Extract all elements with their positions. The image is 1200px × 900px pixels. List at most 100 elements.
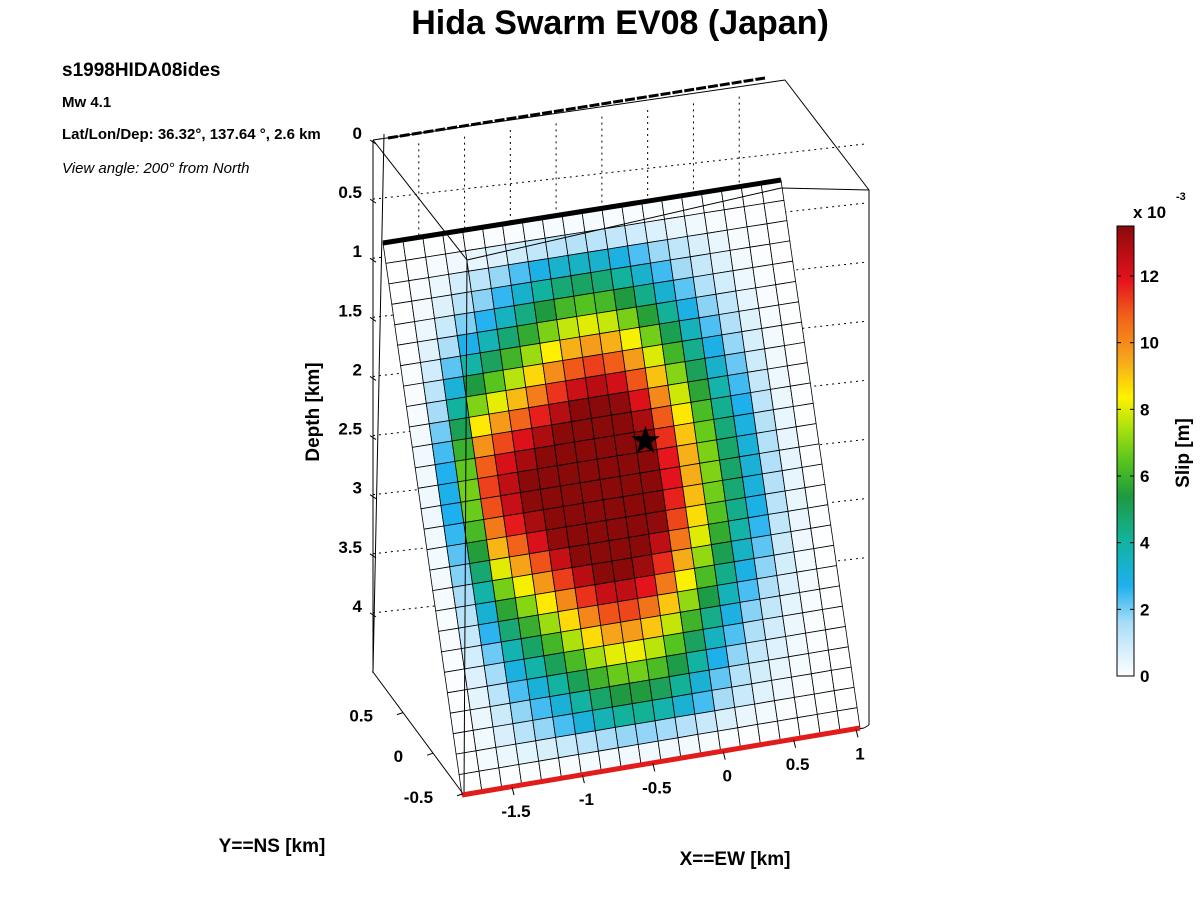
slip-cell	[537, 611, 562, 636]
slip-cell	[585, 519, 610, 545]
slip-cell	[514, 594, 539, 619]
slip-cell	[425, 253, 450, 279]
slip-cell	[731, 683, 756, 708]
depth-tick-mark	[369, 435, 377, 440]
slip-cell	[703, 209, 728, 234]
slip-cell	[457, 478, 482, 503]
slip-cell	[726, 226, 751, 251]
slip-cell	[712, 270, 737, 295]
slip-cell	[493, 305, 518, 330]
slip-cell	[553, 295, 578, 321]
slip-cell	[576, 312, 601, 338]
slip-cell	[650, 259, 674, 284]
slip-cell	[688, 669, 713, 695]
slip-cell	[471, 434, 496, 459]
ns-tick-mark	[456, 793, 464, 797]
slip-cell	[638, 323, 663, 349]
colorbar-ticks: 0 2 4 6 8 10 12	[1117, 267, 1159, 686]
slip-cell	[785, 632, 809, 658]
slip-cell	[539, 485, 564, 511]
slip-cell	[692, 273, 717, 298]
slip-cell	[648, 676, 673, 701]
ns-ticks: 0.5 0 -0.5	[349, 707, 464, 807]
slip-cell	[468, 413, 493, 439]
slip-cell	[600, 621, 624, 647]
slip-cell	[705, 500, 729, 525]
depth-tick-mark	[369, 198, 377, 204]
slip-cell	[801, 463, 826, 489]
ew-tick-label: -1	[579, 790, 594, 809]
depth-tick-mark	[369, 612, 377, 618]
slip-cell	[614, 723, 639, 749]
slip-cell	[479, 349, 504, 374]
fault-slip-grid	[382, 179, 861, 796]
slip-cell	[672, 276, 697, 302]
bounding-box-front	[372, 133, 870, 796]
slip-cell	[431, 294, 455, 319]
slip-cell	[446, 689, 471, 714]
slip-cell	[784, 341, 808, 367]
slip-cell	[487, 264, 512, 289]
slip-cell	[795, 423, 820, 448]
slip-cell	[619, 326, 643, 352]
slip-cell	[452, 583, 476, 609]
ew-tick-label: 0	[722, 767, 731, 786]
slip-cell	[443, 668, 468, 694]
slip-cell	[667, 381, 692, 406]
box-edge	[466, 187, 782, 261]
slip-cell	[765, 636, 790, 661]
slip-cell	[645, 510, 670, 535]
slip-cell	[455, 750, 480, 776]
slip-cell	[716, 436, 740, 461]
slip-cell	[577, 604, 602, 630]
slip-cell	[591, 560, 616, 586]
slip-cell	[622, 492, 647, 518]
slip-cell	[486, 536, 510, 561]
slip-cell	[648, 530, 672, 555]
slip-cell	[729, 246, 754, 272]
slip-cell	[472, 580, 496, 605]
slip-cell	[738, 453, 763, 478]
slip-cell	[822, 605, 846, 631]
slip-cell	[394, 321, 418, 346]
depth-tick-label: 0.5	[338, 183, 362, 202]
slip-cell	[560, 628, 585, 653]
slip-cell	[531, 424, 555, 449]
slip-cell	[557, 607, 582, 633]
slip-cell	[511, 573, 536, 599]
slip-cell	[626, 659, 650, 684]
slip-cell	[684, 357, 709, 383]
slip-cell	[664, 361, 689, 386]
slip-cell	[754, 700, 778, 725]
slip-cell	[772, 406, 797, 431]
slip-cell	[469, 559, 493, 585]
slip-cell	[411, 443, 436, 469]
slip-cell	[745, 639, 770, 664]
slip-cell	[804, 483, 829, 509]
slip-cell	[534, 444, 558, 470]
slip-cell	[789, 382, 814, 407]
slip-cell	[525, 529, 550, 555]
box-edge	[372, 79, 786, 141]
slip-cell	[610, 265, 634, 291]
colorbar-tick-label: 4	[1140, 534, 1150, 553]
slip-cell	[752, 263, 777, 289]
slip-cell	[624, 221, 649, 247]
slip-cell	[548, 400, 572, 426]
slip-cell	[422, 379, 447, 404]
slip-cell	[500, 492, 524, 517]
slip-cell	[668, 672, 693, 698]
slip-cell	[734, 703, 759, 729]
slip-cell	[451, 437, 476, 462]
slip-cell	[388, 280, 413, 305]
slip-cell	[563, 648, 588, 674]
colorbar-tick-label: 10	[1140, 334, 1159, 353]
slip-cell	[472, 726, 497, 752]
slip-cell	[735, 287, 760, 312]
slip-cell	[763, 199, 788, 225]
slip-cell	[602, 496, 627, 521]
box-edge	[780, 187, 870, 191]
fault-edges	[382, 177, 861, 798]
slip-cell	[456, 332, 481, 357]
slip-cell	[611, 557, 636, 582]
